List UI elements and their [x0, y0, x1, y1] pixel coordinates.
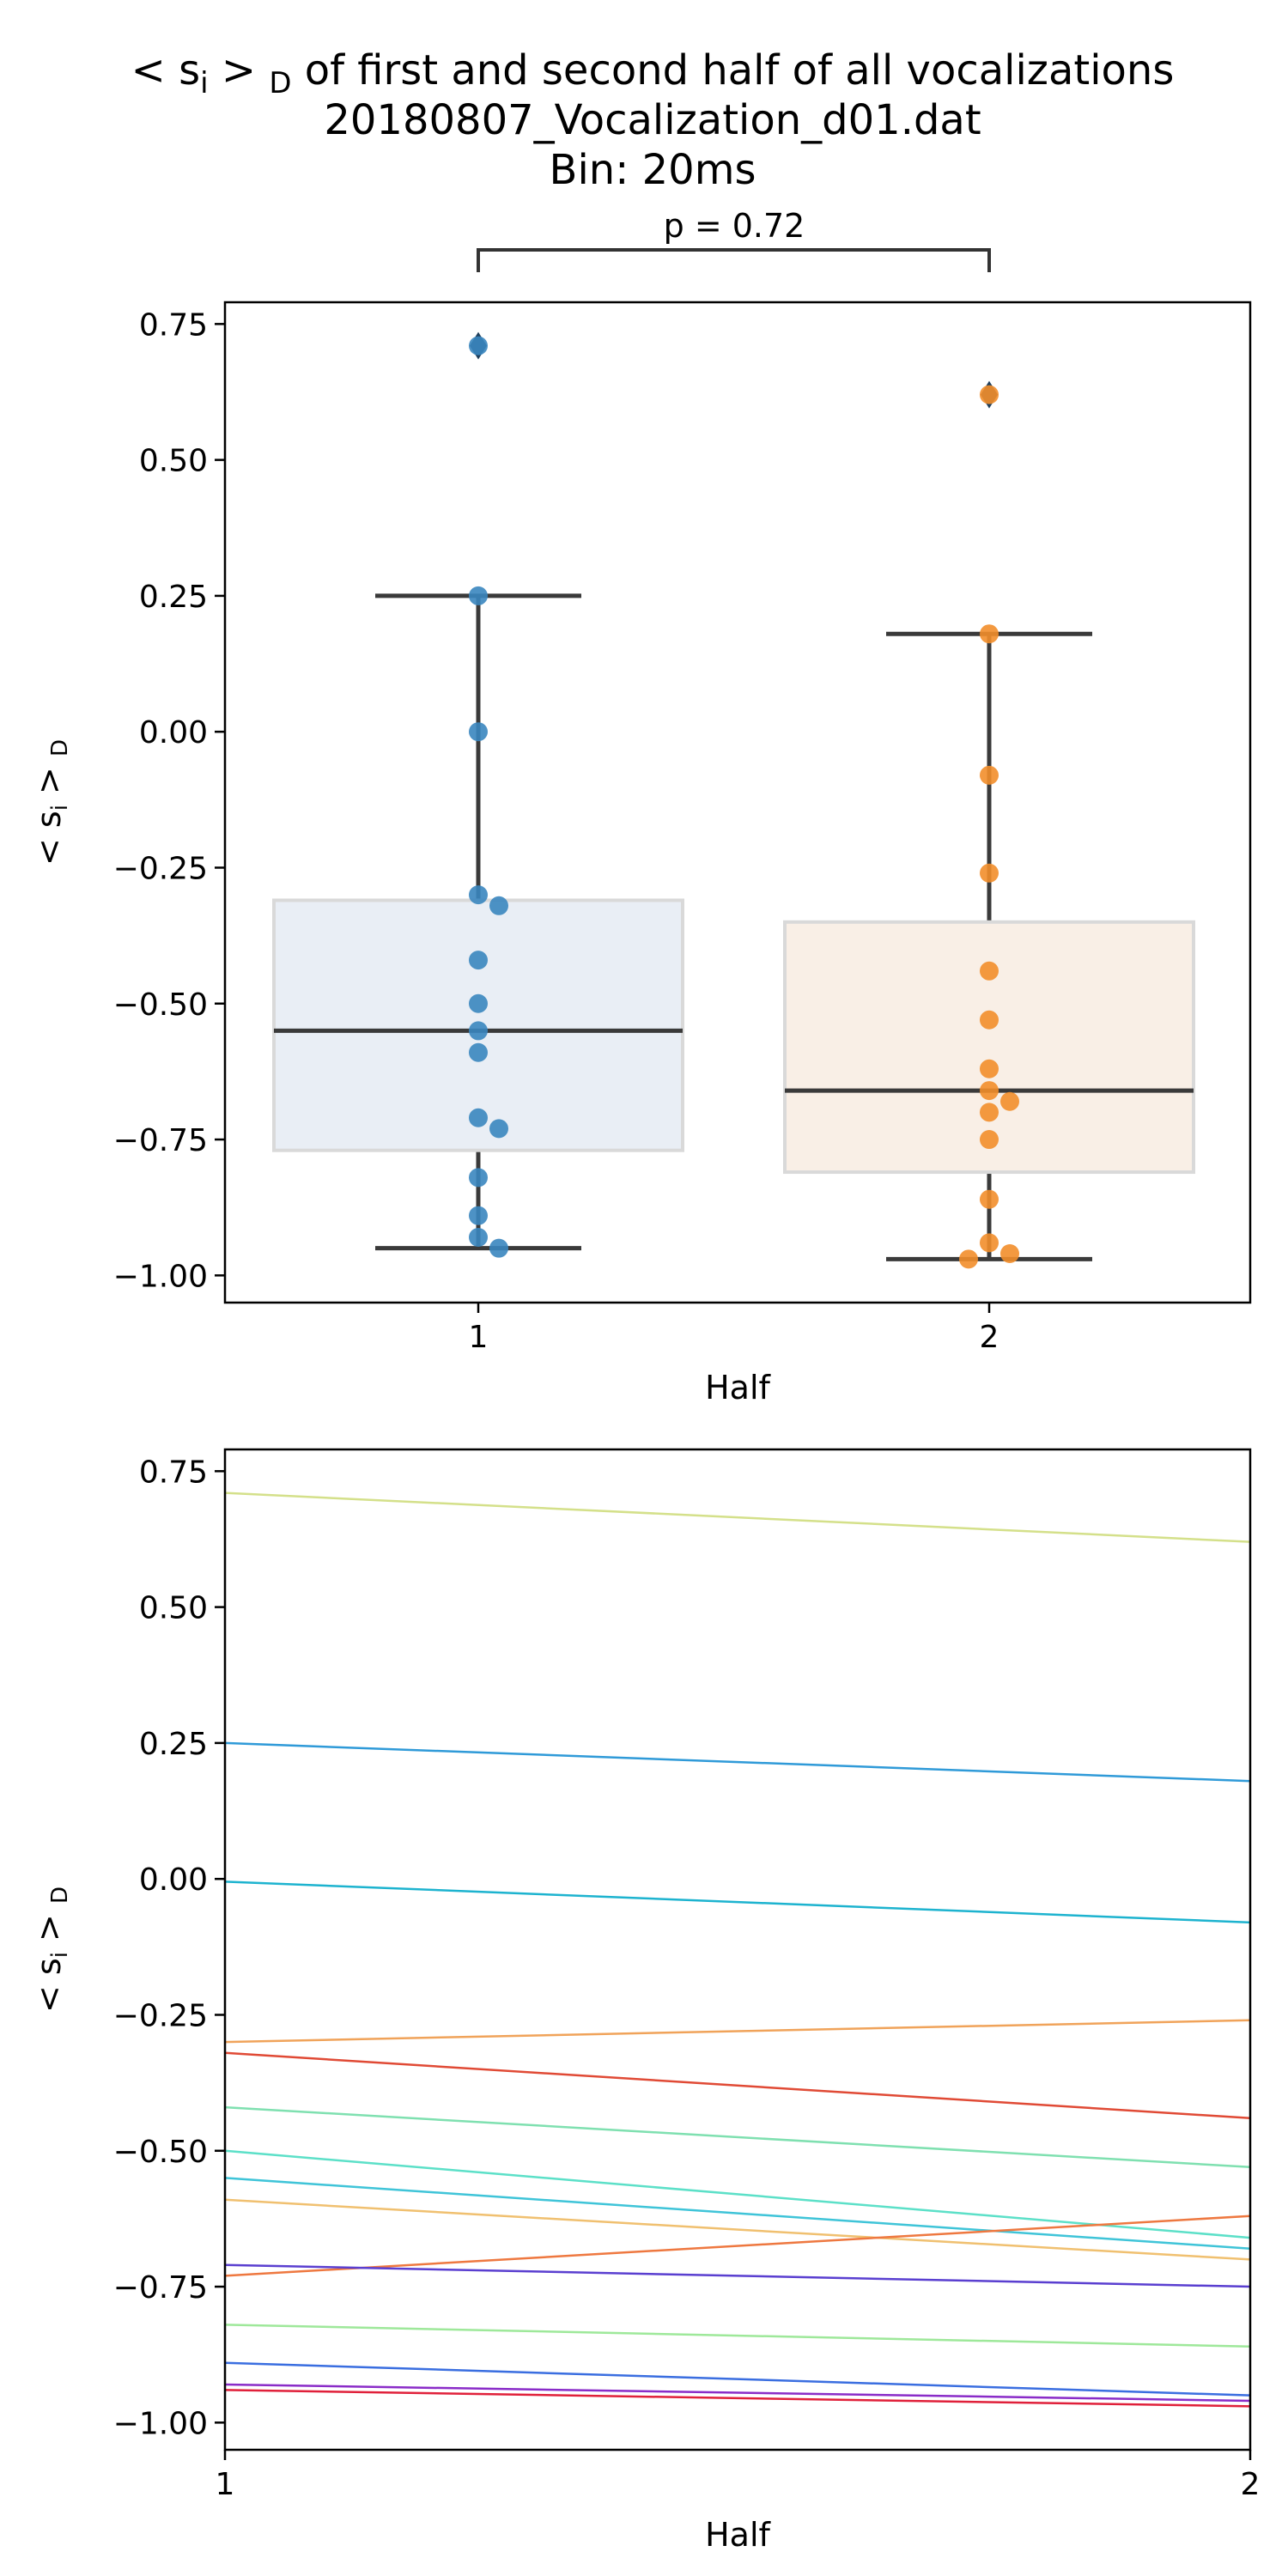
data-point-1-14: [489, 1238, 508, 1258]
y-tick-label-top-6: −0.75: [113, 1123, 208, 1158]
data-point-2-0: [980, 385, 999, 404]
data-point-1-0: [469, 336, 488, 355]
chart-title-line1: < si > D of first and second half of all…: [131, 46, 1175, 100]
pair-line-1: [224, 1741, 1251, 1783]
y-tick-label-top-2: 0.25: [139, 580, 208, 615]
y-tick-label-bottom-6: −0.75: [113, 2270, 208, 2306]
y-tick-label-bottom-1: 0.50: [139, 1591, 208, 1626]
y-tick-label-bottom-7: −1.00: [113, 2406, 208, 2441]
pair-line-10: [224, 2263, 1251, 2288]
x-tick-label-top-0: 1: [469, 1320, 489, 1355]
y-tick-label-top-4: −0.25: [113, 851, 208, 886]
data-point-2-8: [1000, 1091, 1019, 1111]
pair-line-4: [224, 2051, 1251, 2120]
data-point-2-14: [959, 1249, 978, 1269]
data-point-2-12: [980, 1233, 999, 1253]
chart-title-line3: Bin: 20ms: [550, 146, 756, 194]
pair-line-11: [224, 2324, 1251, 2348]
x-axis-label-bottom: Half: [705, 2516, 771, 2554]
data-point-2-7: [980, 1081, 999, 1101]
chart-title-line2: 20180807_Vocalization_d01.dat: [324, 96, 981, 144]
data-point-1-6: [469, 993, 488, 1013]
data-point-2-9: [980, 1103, 999, 1122]
data-point-1-10: [489, 1119, 508, 1139]
y-tick-label-top-5: −0.50: [113, 987, 208, 1023]
data-point-2-6: [980, 1059, 999, 1078]
data-point-1-5: [469, 951, 488, 970]
data-point-1-8: [469, 1042, 488, 1062]
data-point-1-13: [469, 1228, 488, 1248]
data-point-2-4: [980, 961, 999, 981]
box-plot: 0.75 0.50 0.25 0.00 −0.25 −0.50 −0.75 −1.00 1 2 Ha…: [30, 301, 1252, 1406]
data-point-1-1: [469, 586, 488, 605]
y-tick-label-bottom-5: −0.50: [113, 2135, 208, 2170]
paired-line-plot: 0.75 0.50 0.25 0.00 −0.25 −0.50 −0.75 −1.001 2 Ha…: [30, 1448, 1261, 2554]
pair-line-9: [224, 2215, 1251, 2277]
y-tick-label-bottom-4: −0.25: [113, 1998, 208, 2033]
data-point-2-11: [980, 1189, 999, 1209]
significance-bracket: [477, 248, 991, 272]
pair-line-5: [224, 2105, 1251, 2169]
pair-line-12: [224, 2361, 1251, 2397]
y-tick-label-top-1: 0.50: [139, 444, 208, 479]
pair-line-13: [224, 2383, 1251, 2403]
significance-p-value: p = 0.72: [664, 207, 805, 245]
data-point-1-7: [469, 1021, 488, 1041]
y-tick-label-bottom-3: 0.00: [139, 1862, 208, 1898]
data-point-2-1: [980, 624, 999, 644]
x-axis-label-top: Half: [705, 1369, 771, 1406]
data-point-2-2: [980, 765, 999, 785]
data-point-1-4: [489, 896, 508, 915]
y-tick-label-top-0: 0.75: [139, 307, 208, 343]
plot-frame-bottom: [223, 1448, 1252, 2451]
y-tick-label-top-7: −1.00: [113, 1259, 208, 1294]
y-axis-label-bottom: < si > D: [30, 1886, 73, 2013]
data-point-1-12: [469, 1206, 488, 1225]
data-point-2-10: [980, 1130, 999, 1150]
x-tick-label-bottom-0: 1: [216, 2467, 235, 2502]
y-tick-label-top-3: 0.00: [139, 715, 208, 750]
data-point-2-3: [980, 863, 999, 883]
data-point-1-2: [469, 722, 488, 742]
data-point-1-3: [469, 885, 488, 905]
pair-line-14: [224, 2389, 1251, 2408]
data-point-2-13: [1000, 1244, 1019, 1264]
y-tick-label-bottom-0: 0.75: [139, 1455, 208, 1490]
y-axis-label-top: < si > D: [30, 739, 73, 866]
y-tick-label-bottom-2: 0.25: [139, 1727, 208, 1762]
x-tick-label-bottom-1: 2: [1241, 2467, 1261, 2502]
pair-line-6: [224, 2149, 1251, 2239]
pair-line-2: [224, 1880, 1251, 1924]
pair-line-7: [224, 2177, 1251, 2250]
plot-frame-top: [223, 301, 1252, 1304]
x-tick-label-top-1: 2: [980, 1320, 999, 1355]
data-point-1-11: [469, 1168, 488, 1188]
pair-line-0: [224, 1492, 1251, 1543]
pair-line-8: [224, 2198, 1251, 2261]
data-point-1-9: [469, 1108, 488, 1127]
data-point-2-5: [980, 1010, 999, 1030]
pair-line-3: [224, 2019, 1251, 2044]
